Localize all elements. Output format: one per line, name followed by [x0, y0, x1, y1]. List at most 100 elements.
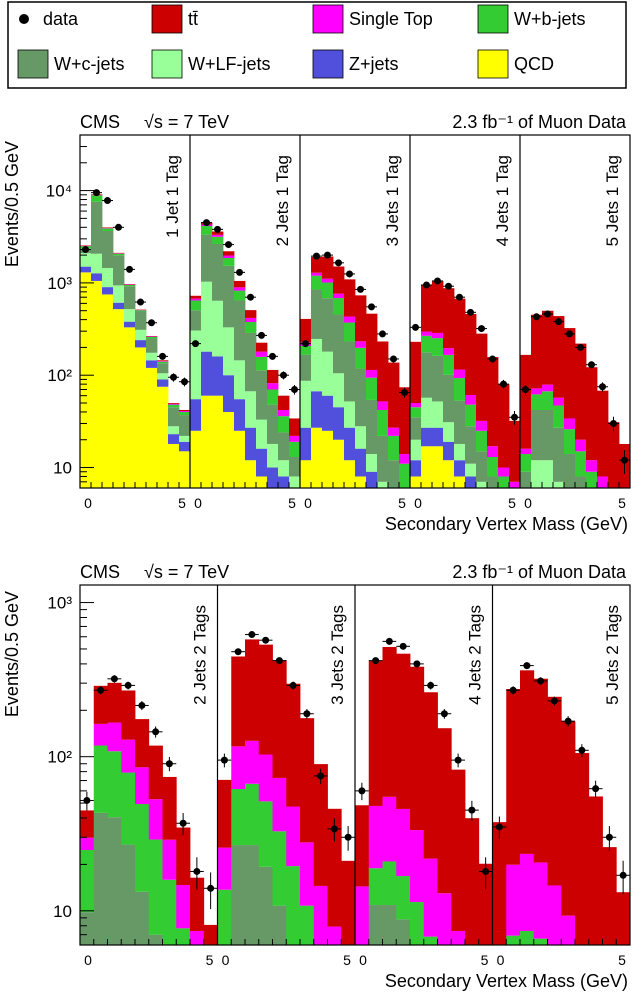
bar-ttbar	[492, 822, 507, 945]
bar-wc	[382, 905, 397, 945]
legend-swatch-wc	[17, 49, 49, 79]
data-point	[303, 710, 311, 718]
data-point	[330, 825, 338, 833]
bar-wc	[256, 370, 268, 420]
bar-wc	[80, 912, 95, 945]
bar-wb	[289, 441, 301, 457]
data-point	[317, 772, 325, 780]
bar-ttbar	[344, 279, 356, 317]
bar-single_top	[278, 409, 290, 417]
bar-wc	[531, 409, 543, 461]
bar-single_top	[190, 298, 202, 301]
bar-wb	[421, 335, 433, 353]
bar-single_top	[93, 723, 108, 746]
data-point	[454, 756, 462, 764]
bar-wlf	[157, 373, 169, 380]
bar-wc	[91, 201, 103, 254]
bar-ttbar	[333, 266, 345, 294]
data-point	[344, 833, 352, 841]
data-point	[495, 823, 503, 831]
bar-single_top	[520, 448, 532, 455]
bar-ttbar	[102, 227, 114, 228]
data-point	[181, 378, 188, 386]
x-tick-label: 0	[222, 952, 230, 968]
bar-wb	[531, 394, 543, 410]
panel-label: 3 Jets 2 Tags	[328, 605, 347, 705]
bar-wc	[168, 407, 180, 427]
data-point	[262, 636, 270, 644]
bar-zjets	[190, 399, 202, 431]
bar-qcd	[80, 272, 92, 488]
data-point	[379, 330, 386, 338]
data-point	[248, 631, 256, 639]
data-point	[104, 197, 111, 205]
bar-ttbar	[234, 280, 246, 288]
data-point	[313, 252, 320, 260]
bar-single_top	[355, 341, 367, 348]
data-point	[110, 675, 118, 683]
panel-3: 3 Jets 1 Tag	[300, 155, 411, 488]
bar-wb	[542, 391, 554, 410]
legend-swatch-ttbar	[151, 4, 183, 34]
header-luminosity: 2.3 fb⁻¹ of Muon Data	[452, 112, 627, 132]
bar-ttbar	[168, 403, 180, 404]
bar-single_top	[498, 467, 510, 477]
data-point	[346, 270, 353, 278]
bar-wc	[564, 454, 576, 488]
bar-single_top	[396, 808, 411, 877]
data-point	[467, 308, 474, 316]
bar-zjets	[234, 399, 246, 431]
bar-single_top	[272, 777, 287, 832]
bar-single_top	[121, 739, 136, 773]
bar-wlf	[102, 268, 114, 288]
bar-qcd	[234, 430, 246, 488]
bar-ttbar	[478, 863, 493, 945]
bar-ttbar	[410, 341, 422, 403]
bar-wb	[454, 378, 466, 401]
bar-zjets	[245, 427, 257, 461]
bar-wb	[300, 905, 315, 945]
data-point	[566, 330, 573, 338]
bar-wc	[575, 476, 587, 488]
bar-zjets	[322, 395, 334, 431]
bar-zjets	[91, 273, 103, 281]
panel-2: 3 Jets 2 Tags	[217, 605, 356, 945]
bar-wb	[476, 430, 488, 452]
bar-wc	[344, 341, 356, 402]
data-point	[368, 303, 375, 311]
bar-wc	[234, 300, 246, 361]
bar-qcd	[190, 430, 202, 488]
bar-single_top	[561, 915, 576, 945]
bar-wc	[553, 427, 565, 482]
bar-ttbar	[341, 860, 356, 945]
bar-wb	[520, 930, 535, 945]
bar-wc	[121, 844, 136, 945]
bar-wlf	[366, 454, 378, 472]
bar-ttbar	[231, 656, 246, 747]
bar-qcd	[344, 460, 356, 488]
bar-wb	[396, 876, 411, 920]
bar-wb	[231, 789, 246, 846]
legend-swatch-qcd	[477, 49, 509, 79]
bar-wc	[102, 230, 114, 268]
bar-single_top	[217, 847, 232, 890]
bar-zjets	[465, 476, 477, 488]
legend-swatch-zjets	[312, 49, 344, 79]
bar-wc	[267, 404, 279, 444]
bar-ttbar	[388, 362, 400, 428]
y-tick-label: 10²	[47, 748, 72, 767]
legend-label-ttbar: tt̄	[188, 9, 198, 29]
bar-wb	[168, 404, 180, 408]
bar-single_top	[148, 799, 163, 840]
bar-qcd	[146, 367, 158, 488]
data-point	[236, 268, 243, 276]
data-point	[165, 760, 173, 768]
data-point	[500, 380, 507, 388]
bar-single_top	[313, 885, 328, 945]
bar-ttbar	[602, 847, 617, 945]
bar-wlf	[179, 435, 191, 442]
bar-wc	[322, 298, 334, 352]
bar-qcd	[355, 476, 367, 488]
data-point	[138, 701, 146, 709]
x-tick-label: 0	[524, 495, 532, 511]
